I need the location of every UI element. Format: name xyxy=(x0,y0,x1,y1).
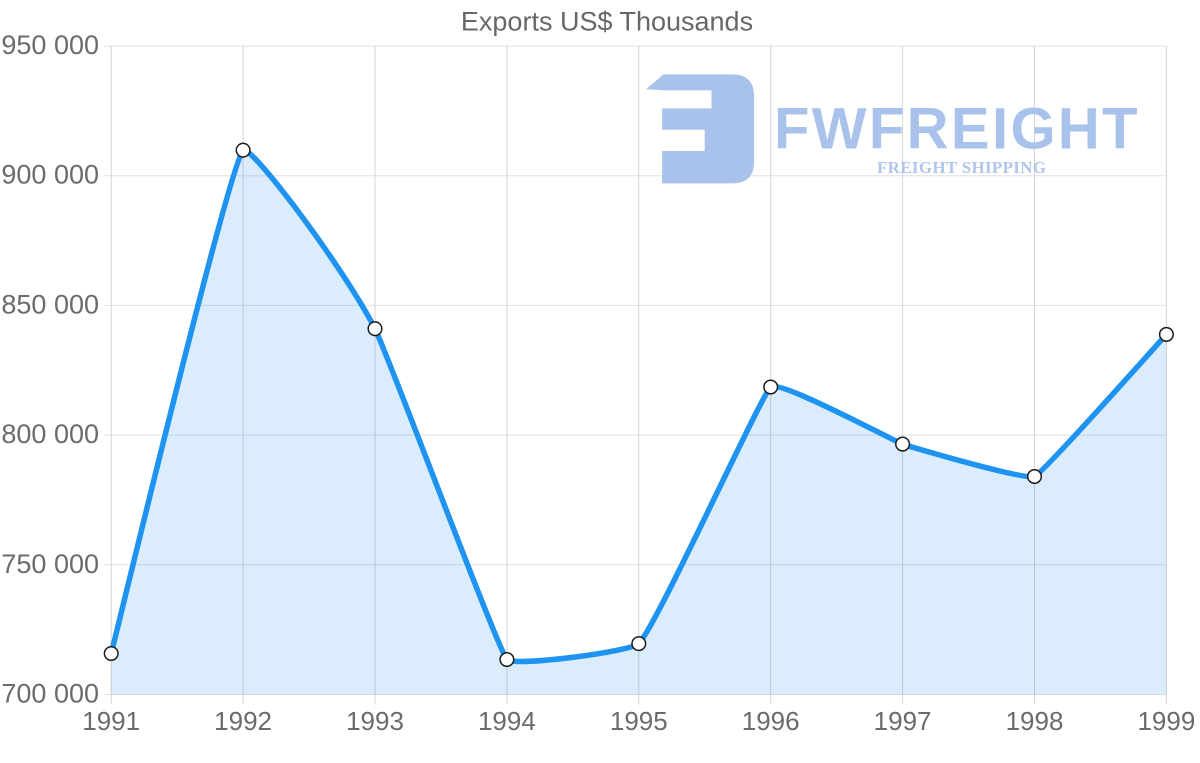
svg-text:1994: 1994 xyxy=(478,706,536,736)
svg-text:750 000: 750 000 xyxy=(1,549,99,579)
svg-text:950 000: 950 000 xyxy=(1,30,99,60)
svg-text:1992: 1992 xyxy=(214,706,272,736)
svg-text:1999: 1999 xyxy=(1137,706,1195,736)
svg-text:1993: 1993 xyxy=(346,706,404,736)
svg-text:1998: 1998 xyxy=(1006,706,1064,736)
svg-text:Exports US$ Thousands: Exports US$ Thousands xyxy=(461,7,753,37)
svg-text:1991: 1991 xyxy=(82,706,140,736)
svg-text:1997: 1997 xyxy=(874,706,932,736)
svg-text:FWFREIGHT: FWFREIGHT xyxy=(774,97,1140,162)
svg-text:1996: 1996 xyxy=(742,706,800,736)
svg-text:900 000: 900 000 xyxy=(1,160,99,190)
svg-text:700 000: 700 000 xyxy=(1,679,99,709)
svg-text:1995: 1995 xyxy=(610,706,668,736)
svg-text:850 000: 850 000 xyxy=(1,289,99,319)
svg-text:FREIGHT SHIPPING: FREIGHT SHIPPING xyxy=(877,158,1046,177)
svg-text:800 000: 800 000 xyxy=(1,419,99,449)
